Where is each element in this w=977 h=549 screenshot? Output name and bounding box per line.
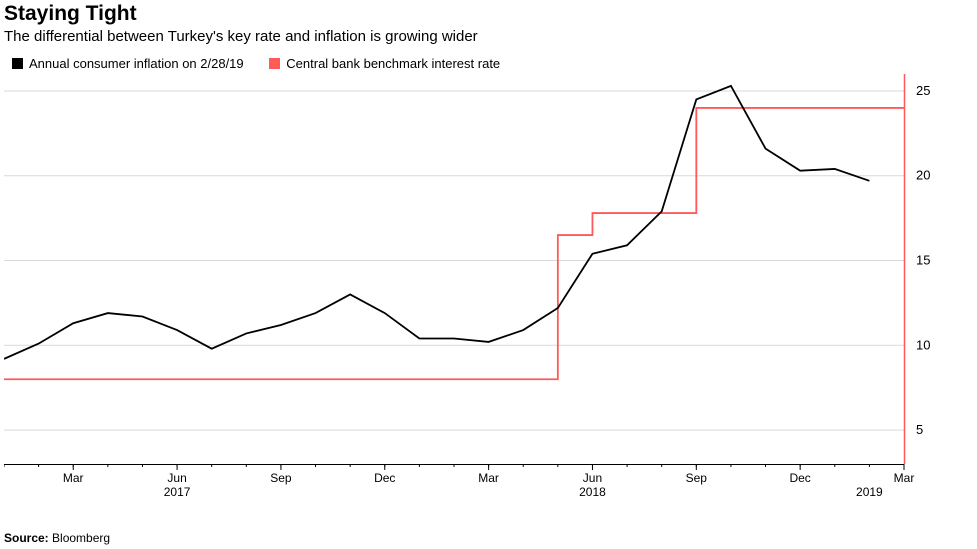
svg-text:Mar: Mar: [63, 471, 84, 485]
chart-source: Source: Bloomberg: [4, 531, 110, 545]
svg-text:2018: 2018: [579, 485, 606, 499]
svg-text:Jun: Jun: [583, 471, 602, 485]
svg-text:25: 25: [916, 83, 930, 98]
chart-container: { "title": "Staying Tight", "subtitle": …: [0, 0, 977, 549]
legend-swatch-rate: [269, 58, 280, 69]
chart-title: Staying Tight: [4, 2, 137, 26]
series-inflation: [4, 86, 869, 359]
svg-text:Sep: Sep: [686, 471, 708, 485]
svg-text:Dec: Dec: [374, 471, 395, 485]
legend-label-inflation: Annual consumer inflation on 2/28/19: [29, 56, 244, 71]
legend-item-rate: Central bank benchmark interest rate: [269, 56, 500, 71]
legend-label-rate: Central bank benchmark interest rate: [286, 56, 500, 71]
svg-text:5: 5: [916, 422, 923, 437]
legend-item-inflation: Annual consumer inflation on 2/28/19: [12, 56, 244, 71]
svg-text:Mar: Mar: [894, 471, 915, 485]
svg-text:Mar: Mar: [478, 471, 499, 485]
legend-swatch-inflation: [12, 58, 23, 69]
source-label: Source:: [4, 531, 49, 545]
svg-text:Sep: Sep: [270, 471, 292, 485]
svg-text:2019: 2019: [856, 485, 883, 499]
chart-subtitle: The differential between Turkey's key ra…: [4, 28, 478, 45]
plot-area: 510152025MarJunSepDecMarJunSepDecMar2017…: [4, 74, 946, 494]
source-value: Bloomberg: [52, 531, 110, 545]
y-label-wrap: Percent: [945, 74, 975, 494]
svg-text:Dec: Dec: [789, 471, 810, 485]
svg-text:2017: 2017: [164, 485, 191, 499]
chart-legend: Annual consumer inflation on 2/28/19 Cen…: [12, 56, 522, 72]
plot-svg: 5 10 15 20 25 Mar Jun Sep Dec Mar Jun Sep Dec Mar 2017…: [4, 74, 946, 524]
svg-text:Jun: Jun: [167, 471, 186, 485]
svg-text:15: 15: [916, 253, 930, 268]
svg-text:10: 10: [916, 337, 930, 352]
svg-text:20: 20: [916, 168, 930, 183]
